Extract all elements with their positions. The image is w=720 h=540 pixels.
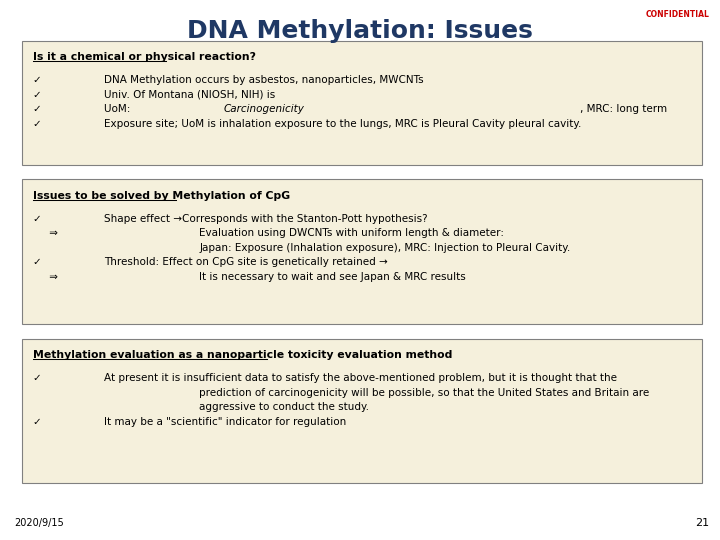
Text: prediction of carcinogenicity will be possible, so that the United States and Br: prediction of carcinogenicity will be po… <box>199 388 649 397</box>
Text: DNA Methylation occurs by asbestos, nanoparticles, MWCNTs: DNA Methylation occurs by asbestos, nano… <box>104 75 424 85</box>
Text: CONFIDENTIAL: CONFIDENTIAL <box>645 10 709 19</box>
Text: ⇒: ⇒ <box>33 272 61 282</box>
Text: Issues to be solved by Methylation of CpG: Issues to be solved by Methylation of Cp… <box>33 191 290 201</box>
Text: It is necessary to wait and see Japan & MRC results: It is necessary to wait and see Japan & … <box>199 272 466 282</box>
Text: UoM:: UoM: <box>104 104 134 114</box>
Text: 2020/9/15: 2020/9/15 <box>14 518 64 528</box>
Text: DNA Methylation: Issues: DNA Methylation: Issues <box>187 19 533 43</box>
Text: Evaluation using DWCNTs with uniform length & diameter:: Evaluation using DWCNTs with uniform len… <box>199 228 505 238</box>
Text: ✓: ✓ <box>33 90 48 99</box>
Text: Shape effect →Corresponds with the Stanton-Pott hypothesis?: Shape effect →Corresponds with the Stant… <box>104 214 428 224</box>
Text: ✓: ✓ <box>33 417 48 427</box>
Text: ✓: ✓ <box>33 258 48 267</box>
Text: ✓: ✓ <box>33 104 48 114</box>
Text: At present it is insufficient data to satisfy the above-mentioned problem, but i: At present it is insufficient data to sa… <box>104 373 618 383</box>
Text: ⇒: ⇒ <box>33 228 61 238</box>
Text: 21: 21 <box>695 518 709 528</box>
Text: Is it a chemical or physical reaction?: Is it a chemical or physical reaction? <box>33 52 256 63</box>
Text: ✓: ✓ <box>33 75 48 85</box>
FancyBboxPatch shape <box>22 40 702 165</box>
Text: Japan: Exposure (Inhalation exposure), MRC: Injection to Pleural Cavity.: Japan: Exposure (Inhalation exposure), M… <box>199 243 571 253</box>
FancyBboxPatch shape <box>22 179 702 324</box>
Text: It may be a "scientific" indicator for regulation: It may be a "scientific" indicator for r… <box>104 417 346 427</box>
Text: Threshold: Effect on CpG site is genetically retained →: Threshold: Effect on CpG site is genetic… <box>104 258 392 267</box>
Text: aggressive to conduct the study.: aggressive to conduct the study. <box>199 402 369 412</box>
Text: ✓: ✓ <box>33 119 48 129</box>
Text: Carcinogenicity: Carcinogenicity <box>223 104 304 114</box>
Text: ✓: ✓ <box>33 373 48 383</box>
Text: Methylation evaluation as a nanoparticle toxicity evaluation method: Methylation evaluation as a nanoparticle… <box>33 350 452 361</box>
Text: , MRC: long term: , MRC: long term <box>580 104 670 114</box>
Text: Exposure site; UoM is inhalation exposure to the lungs, MRC is Pleural Cavity pl: Exposure site; UoM is inhalation exposur… <box>104 119 582 129</box>
Text: ✓: ✓ <box>33 214 48 224</box>
FancyBboxPatch shape <box>22 339 702 483</box>
Text: Univ. Of Montana (NIOSH, NIH) is: Univ. Of Montana (NIOSH, NIH) is <box>104 90 279 99</box>
